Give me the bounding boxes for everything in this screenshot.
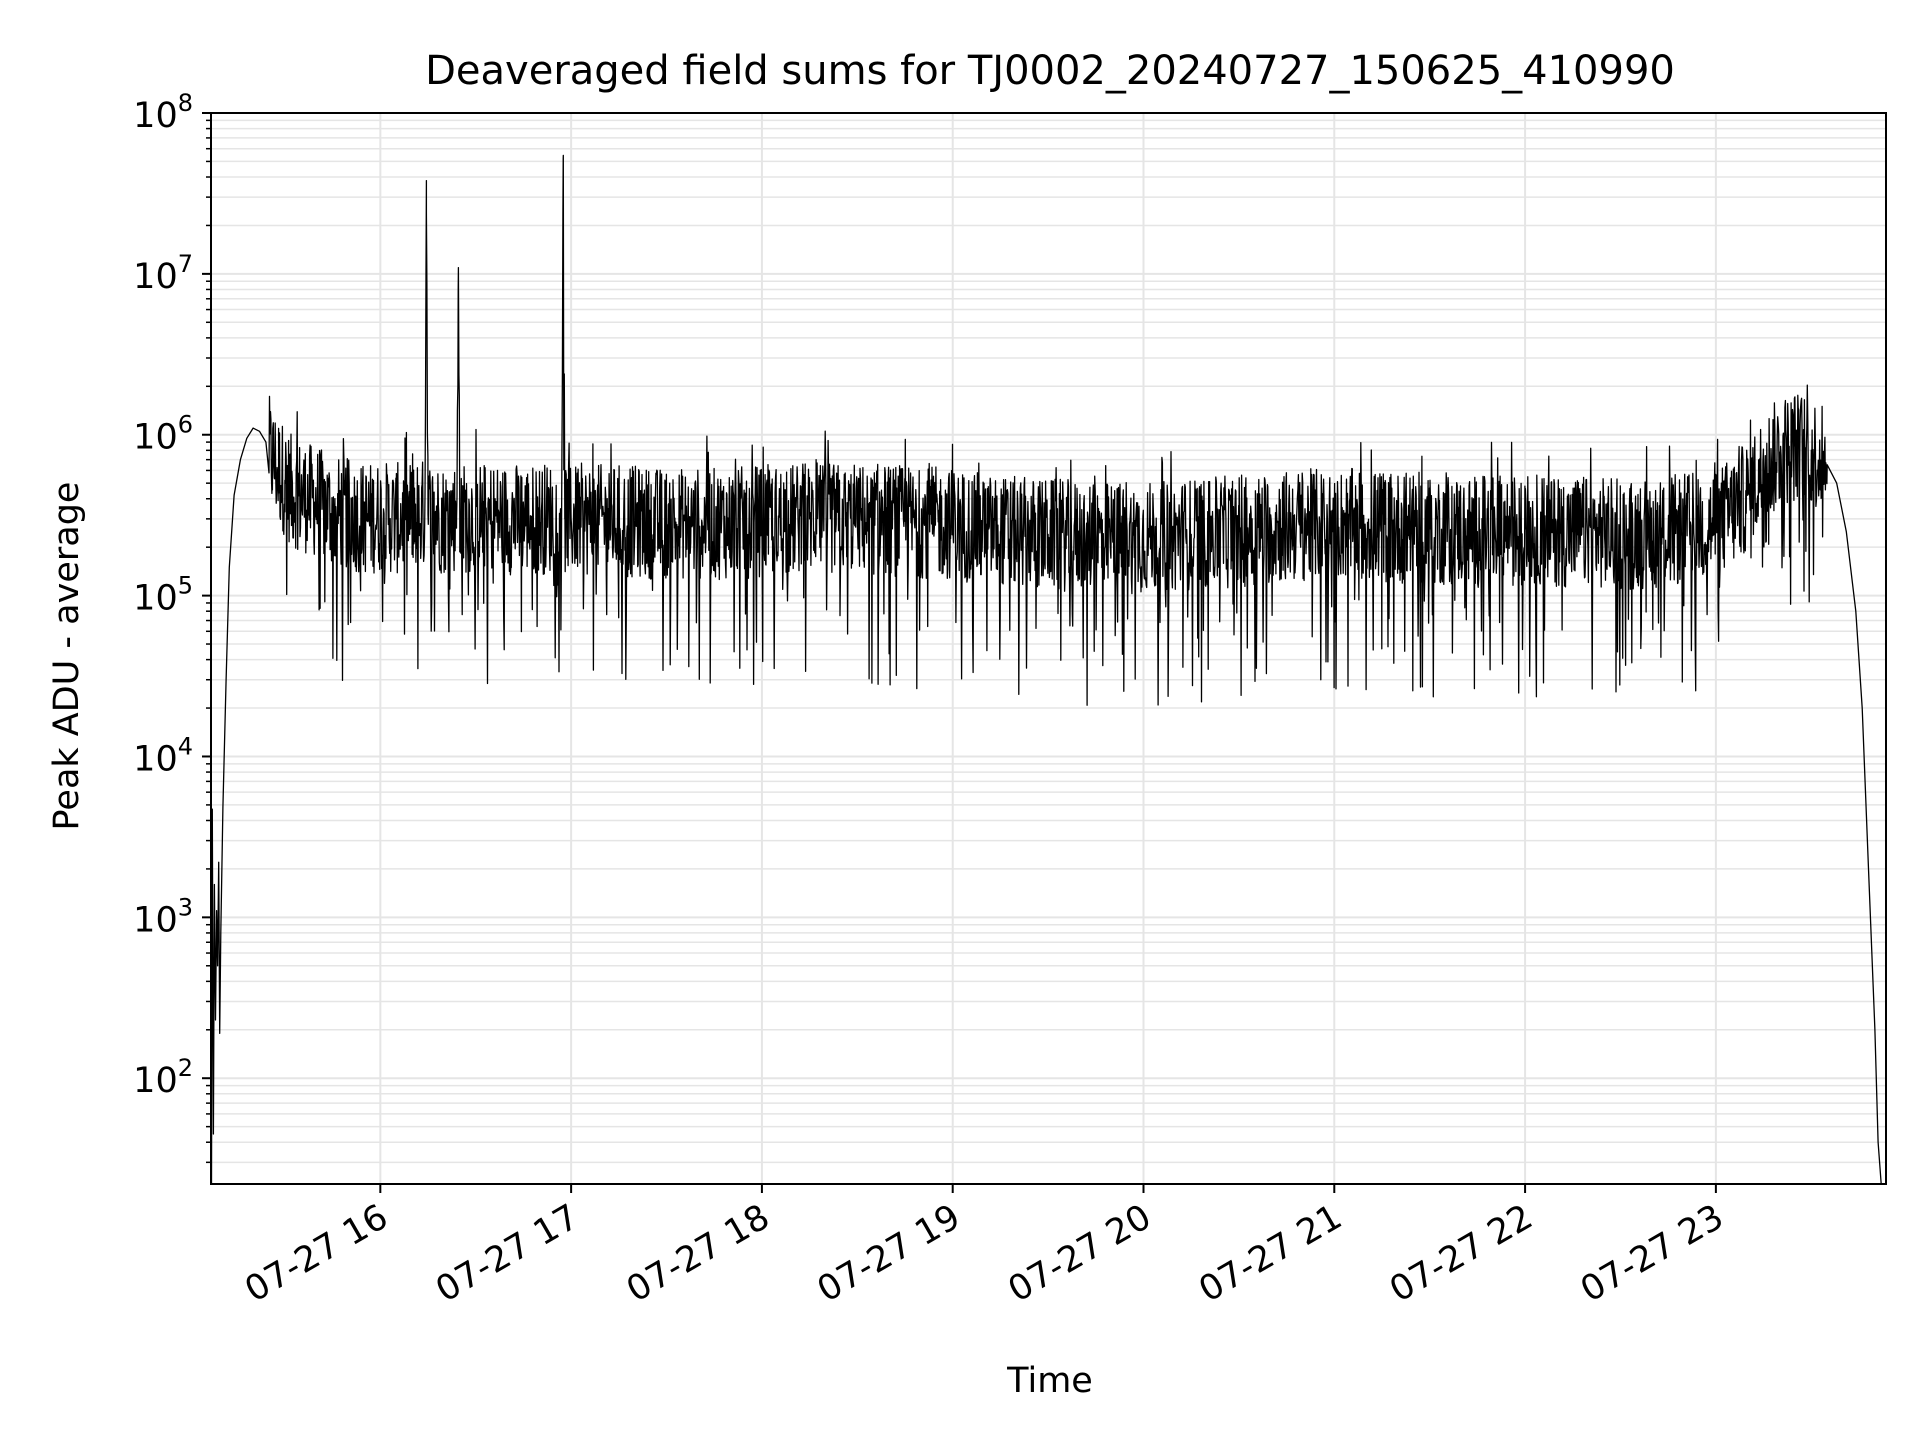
y-tick-label: 102 [133, 1054, 193, 1101]
y-tick-label: 104 [133, 732, 193, 779]
grid-lines [211, 112, 1886, 1184]
chart-title: Deaveraged field sums for TJ0002_2024072… [425, 48, 1675, 94]
y-axis-label: Peak ADU - average [47, 482, 87, 831]
plot-area-frame [210, 112, 1887, 1185]
y-tick-label: 106 [133, 411, 193, 458]
y-tick-label: 103 [133, 893, 193, 940]
y-tick-label: 105 [133, 572, 193, 619]
data-series [210, 154, 1882, 1185]
x-axis-label: Time [1006, 1361, 1093, 1401]
series-line-0 [210, 154, 1882, 1185]
y-tick-label: 107 [133, 250, 193, 297]
y-tick-label: 108 [133, 89, 193, 136]
